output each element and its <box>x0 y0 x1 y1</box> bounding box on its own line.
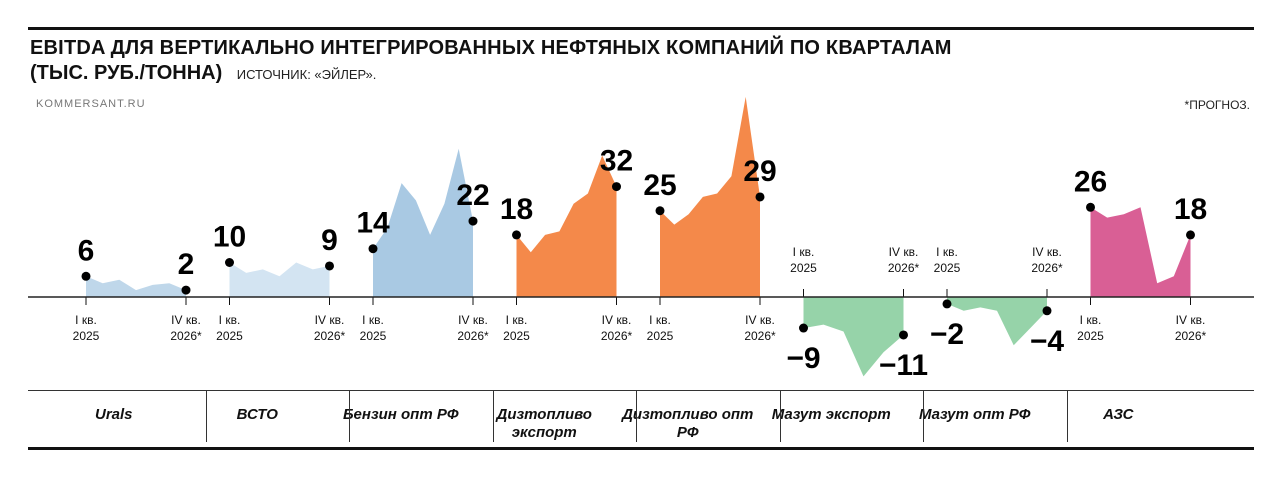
end-value-label: 32 <box>600 145 633 178</box>
category-label: ВСТО <box>236 406 278 423</box>
end-tick-label: 2026* <box>601 329 633 343</box>
start-point <box>512 230 521 240</box>
start-tick-label: I кв. <box>793 245 815 259</box>
start-value-label: −9 <box>786 342 820 375</box>
start-tick-label: I кв. <box>506 313 528 327</box>
start-tick-label: 2025 <box>73 329 100 343</box>
category-label: АЗС <box>1103 406 1134 423</box>
start-point <box>799 323 808 333</box>
start-tick-label: 2025 <box>216 329 243 343</box>
start-tick-label: 2025 <box>647 329 674 343</box>
category-separator <box>1067 390 1068 442</box>
start-point <box>368 244 378 254</box>
area-series-7 <box>1090 207 1191 297</box>
end-value-label: 9 <box>321 224 338 257</box>
chart-unit: (ТЫС. РУБ./ТОННА) <box>30 62 223 84</box>
forecast-note: *ПРОГНОЗ. <box>1184 98 1250 112</box>
area-series-3 <box>516 155 617 297</box>
start-value-label: 18 <box>500 193 533 226</box>
chart-title: EBITDA ДЛЯ ВЕРТИКАЛЬНО ИНТЕГРИРОВАННЫХ Н… <box>30 37 952 59</box>
start-point <box>942 299 952 309</box>
end-point <box>755 192 765 202</box>
area-series-5 <box>803 297 904 377</box>
area-series-2 <box>373 148 473 297</box>
end-value-label: 29 <box>743 155 776 188</box>
start-value-label: −2 <box>930 318 964 351</box>
end-tick-label: IV кв. <box>458 313 488 327</box>
bottom-rule <box>28 447 1254 450</box>
category-separator <box>923 390 924 442</box>
end-tick-label: IV кв. <box>1176 313 1206 327</box>
end-tick-label: IV кв. <box>602 313 632 327</box>
end-point <box>468 216 478 226</box>
start-value-label: 25 <box>643 169 676 202</box>
site-credit: KOMMERSANT.RU <box>36 98 146 110</box>
subtitle-row: (ТЫС. РУБ./ТОННА) ИСТОЧНИК: «ЭЙЛЕР». <box>30 62 376 85</box>
category-separator <box>636 390 637 442</box>
end-point <box>1042 306 1052 316</box>
end-tick-label: IV кв. <box>1032 245 1062 259</box>
start-tick-label: I кв. <box>362 313 384 327</box>
end-value-label: 18 <box>1174 193 1207 226</box>
start-tick-label: I кв. <box>75 313 97 327</box>
category-label: Urals <box>94 406 133 423</box>
start-tick-label: 2025 <box>1077 329 1104 343</box>
start-value-label: 6 <box>78 234 95 267</box>
category-separator <box>493 390 494 442</box>
end-value-label: 22 <box>456 179 489 212</box>
start-tick-label: 2025 <box>360 329 387 343</box>
end-tick-label: 2026* <box>170 329 202 343</box>
end-tick-label: IV кв. <box>315 313 345 327</box>
start-tick-label: I кв. <box>219 313 241 327</box>
start-value-label: 10 <box>213 221 246 254</box>
end-tick-label: IV кв. <box>889 245 919 259</box>
area-series-4 <box>660 96 760 298</box>
start-point <box>225 258 234 267</box>
start-tick-label: I кв. <box>936 245 958 259</box>
end-tick-label: IV кв. <box>171 313 201 327</box>
end-tick-label: IV кв. <box>745 313 775 327</box>
start-point <box>81 271 91 281</box>
category-label: Бензин опт РФ <box>342 406 459 423</box>
end-value-label: 2 <box>178 248 195 281</box>
end-tick-label: 2026* <box>888 261 920 275</box>
area-series-0 <box>86 276 186 297</box>
end-point <box>1186 230 1195 240</box>
start-tick-label: 2025 <box>503 329 530 343</box>
category-separator <box>780 390 781 442</box>
top-rule <box>28 27 1254 30</box>
start-tick-label: 2025 <box>934 261 961 275</box>
category-label: Мазут экспорт <box>771 406 891 423</box>
start-value-label: 26 <box>1074 165 1107 198</box>
category-separator <box>206 390 207 442</box>
end-tick-label: 2026* <box>457 329 489 343</box>
category-label: Мазут опт РФ <box>919 406 1031 423</box>
end-point <box>612 182 621 192</box>
category-label: Дизтопливо опт РФ <box>622 406 754 441</box>
category-rule <box>28 390 1254 391</box>
end-value-label: −11 <box>879 349 928 382</box>
end-tick-label: 2026* <box>314 329 346 343</box>
start-tick-label: I кв. <box>1080 313 1102 327</box>
end-value-label: −4 <box>1030 325 1065 358</box>
end-tick-label: 2026* <box>744 329 776 343</box>
start-value-label: 14 <box>356 207 390 240</box>
start-point <box>1086 202 1095 212</box>
category-separator <box>349 390 350 442</box>
end-tick-label: 2026* <box>1031 261 1063 275</box>
start-tick-label: I кв. <box>649 313 671 327</box>
area-series-6 <box>947 297 1047 346</box>
start-tick-label: 2025 <box>790 261 817 275</box>
end-point <box>899 330 908 340</box>
chart-source: ИСТОЧНИК: «ЭЙЛЕР». <box>236 67 377 82</box>
area-series-1 <box>229 262 330 297</box>
end-tick-label: 2026* <box>1175 329 1207 343</box>
end-point <box>181 285 191 295</box>
category-label: Дизтопливо экспорт <box>496 406 592 441</box>
end-point <box>325 261 334 271</box>
start-point <box>655 206 665 216</box>
